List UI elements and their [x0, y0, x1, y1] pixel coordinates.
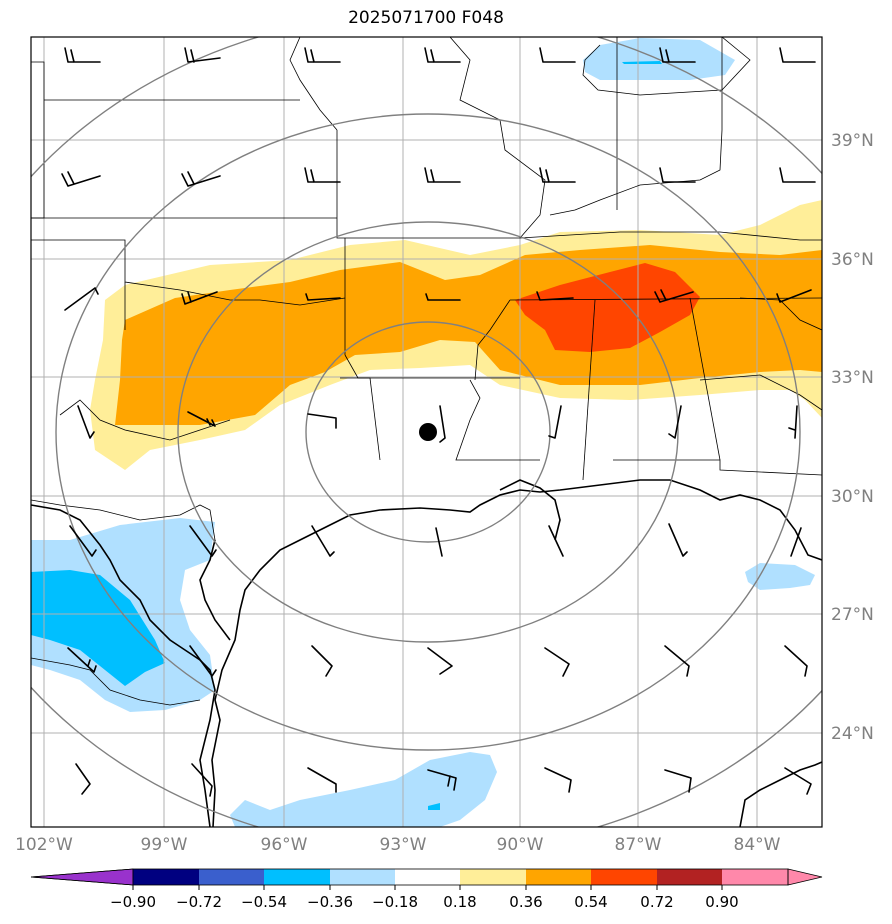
- lon-label: 84°W: [734, 835, 781, 855]
- colorbar-bin: [330, 869, 395, 885]
- colorbar-bin: [133, 869, 199, 885]
- wind-barb: [784, 767, 812, 795]
- wind-barb: [779, 47, 816, 63]
- lon-label: 99°W: [141, 835, 188, 855]
- wind-barb: [184, 47, 221, 63]
- wind-barb: [307, 767, 337, 793]
- wind-barb: [61, 171, 101, 187]
- colorbar-tick-label: −0.72: [176, 893, 222, 911]
- wind-barb: [439, 405, 446, 443]
- wind-barb: [305, 293, 341, 301]
- lat-label: 36°N: [831, 250, 874, 270]
- map-title: 2025071700 F048: [348, 8, 504, 28]
- wind-barb: [67, 647, 97, 673]
- wind-barb: [189, 645, 217, 677]
- lon-label: 96°W: [261, 835, 308, 855]
- wind-barb: [790, 527, 802, 557]
- wind-barb: [191, 763, 213, 797]
- colorbar-tick-label: −0.54: [241, 893, 287, 911]
- latitude-labels: 39°N 36°N 33°N 30°N 27°N 24°N: [831, 131, 874, 744]
- wind-barb: [424, 167, 461, 183]
- colorbar-tick-label: −0.18: [372, 893, 418, 911]
- colorbar-bin: [591, 869, 657, 885]
- wind-barb: [536, 291, 574, 301]
- lat-label: 33°N: [831, 368, 874, 388]
- wind-barb: [311, 525, 335, 557]
- colorbar-extend-low: [30, 868, 134, 886]
- wind-barb: [776, 289, 812, 303]
- wind-barb: [64, 287, 99, 311]
- wind-barb: [784, 645, 808, 677]
- colorbar-bin: [657, 869, 722, 885]
- wind-barb: [304, 167, 341, 183]
- wind-barb: [181, 171, 221, 187]
- wind-barb: [548, 405, 562, 439]
- lon-label: 102°W: [15, 835, 73, 855]
- wind-barb: [539, 47, 576, 63]
- wind-barb: [779, 167, 816, 183]
- colorbar-tick-label: −0.90: [110, 893, 156, 911]
- longitude-labels: 102°W 99°W 96°W 93°W 90°W 87°W 84°W: [15, 835, 781, 855]
- wind-barb: [548, 525, 564, 557]
- lat-label: 39°N: [831, 131, 874, 151]
- colorbar-bin: [264, 869, 330, 885]
- wind-barb: [181, 291, 218, 305]
- colorbar-tick-label: 0.90: [705, 893, 738, 911]
- lat-label: 24°N: [831, 724, 874, 744]
- wind-barb: [69, 525, 97, 557]
- wind-barb: [664, 645, 690, 677]
- colorbar-bin: [722, 869, 788, 885]
- map-frame: [30, 36, 823, 828]
- colorbar-tick-label: −0.36: [307, 893, 353, 911]
- colorbar: −0.90 −0.72 −0.54 −0.36 −0.18 0.18 0.36 …: [30, 868, 823, 911]
- wind-barb: [427, 647, 453, 675]
- wind-barb: [668, 405, 682, 439]
- lon-label: 90°W: [497, 835, 544, 855]
- wind-barb: [311, 645, 333, 677]
- colorbar-extend-high: [787, 868, 823, 886]
- wind-barb: [544, 767, 572, 793]
- wind-barb: [187, 411, 216, 427]
- colorbar-bin: [526, 869, 591, 885]
- wind-barb: [659, 47, 696, 63]
- wind-barb: [788, 405, 798, 439]
- colorbar-ticks: [132, 885, 723, 890]
- range-rings: [31, 37, 822, 827]
- colorbar-tick-label: 0.36: [509, 893, 542, 911]
- wind-barb: [189, 525, 217, 557]
- wind-barb: [544, 647, 570, 677]
- wind-barb: [539, 167, 576, 183]
- colorbar-tick-label: 0.18: [443, 893, 476, 911]
- lat-label: 30°N: [831, 487, 874, 507]
- lon-label: 93°W: [380, 835, 427, 855]
- wind-barb: [424, 47, 461, 63]
- wind-barb: [425, 293, 461, 301]
- wind-barb: [654, 289, 694, 303]
- lon-label: 87°W: [615, 835, 662, 855]
- wind-barb: [304, 47, 341, 63]
- center-marker: [419, 423, 437, 441]
- wind-barb: [435, 527, 443, 557]
- wind-barb: [664, 769, 692, 793]
- colorbar-tick-label: 0.54: [574, 893, 607, 911]
- wind-barb: [64, 47, 101, 63]
- wind-barb: [307, 413, 337, 429]
- map-area: [31, 37, 822, 827]
- wind-barb: [77, 405, 95, 439]
- coastlines: [31, 479, 822, 827]
- wind-barb: [668, 523, 688, 557]
- wind-barb: [427, 769, 457, 791]
- wind-barb: [75, 763, 91, 795]
- colorbar-bin: [395, 869, 460, 885]
- wind-barbs: [61, 47, 816, 797]
- colorbar-bin: [199, 869, 264, 885]
- lat-label: 27°N: [831, 605, 874, 625]
- wind-barb: [659, 167, 696, 183]
- colorbar-bin: [460, 869, 526, 885]
- colorbar-tick-label: 0.72: [640, 893, 673, 911]
- graticule: [31, 37, 822, 827]
